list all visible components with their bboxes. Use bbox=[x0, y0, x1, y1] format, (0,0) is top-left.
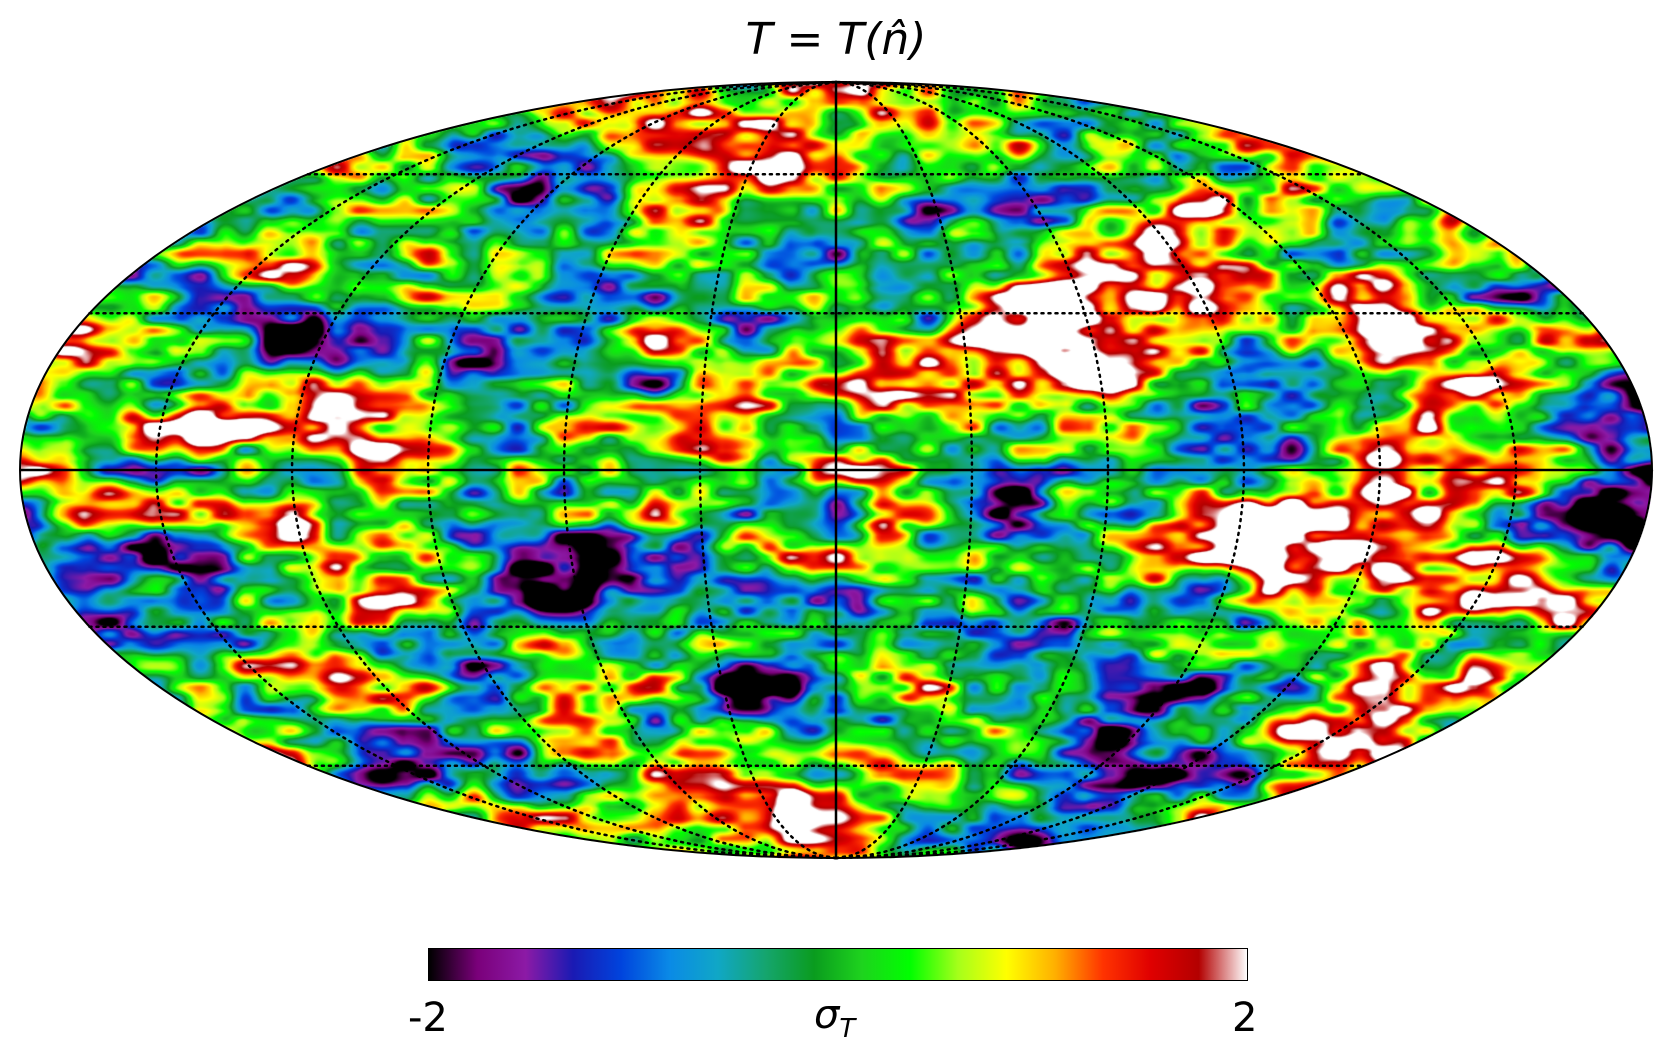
colorbar-min-label: -2 bbox=[408, 995, 448, 1041]
colorbar-max-label: 2 bbox=[1232, 995, 1258, 1041]
colorbar-unit-label: σT bbox=[814, 992, 856, 1044]
map-title: T = T(n̂) bbox=[745, 14, 927, 65]
colorbar bbox=[428, 948, 1248, 981]
map-outline bbox=[19, 81, 1653, 859]
meridian-line bbox=[834, 80, 1110, 860]
